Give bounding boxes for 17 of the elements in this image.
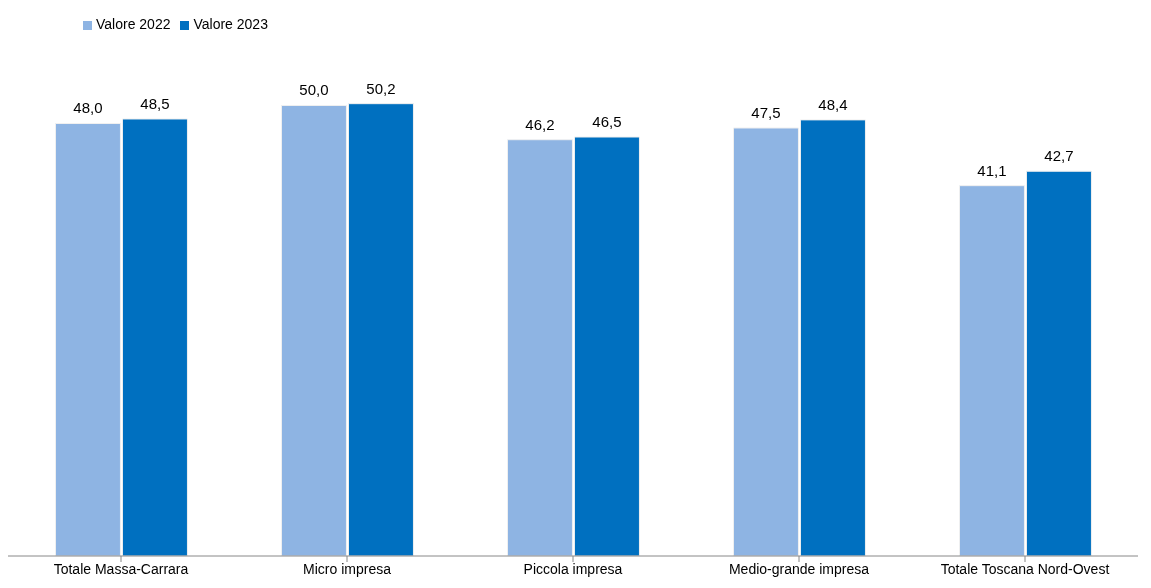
data-label: 50,2 (366, 79, 396, 97)
legend-label: Valore 2022 (96, 16, 171, 32)
data-label: 41,1 (977, 161, 1007, 179)
data-label: 46,2 (525, 115, 555, 133)
data-label: 48,5 (140, 94, 170, 112)
data-label: 47,5 (751, 103, 781, 121)
data-label: 48,0 (73, 99, 103, 117)
x-tick-label: Medio-grande impresa (728, 560, 870, 577)
x-tick-label: Micro impresa (303, 560, 392, 577)
legend-label: Valore 2023 (193, 16, 268, 32)
x-tick-label: Totale Toscana Nord-Ovest (940, 560, 1110, 577)
x-tick-label: Piccola impresa (523, 560, 623, 577)
data-label: 42,7 (1044, 147, 1074, 165)
x-tick-label: Totale Massa-Carrara (53, 560, 189, 577)
data-label: 46,5 (592, 113, 622, 130)
data-label: 48,4 (818, 95, 848, 113)
data-label: 50,0 (299, 81, 329, 99)
